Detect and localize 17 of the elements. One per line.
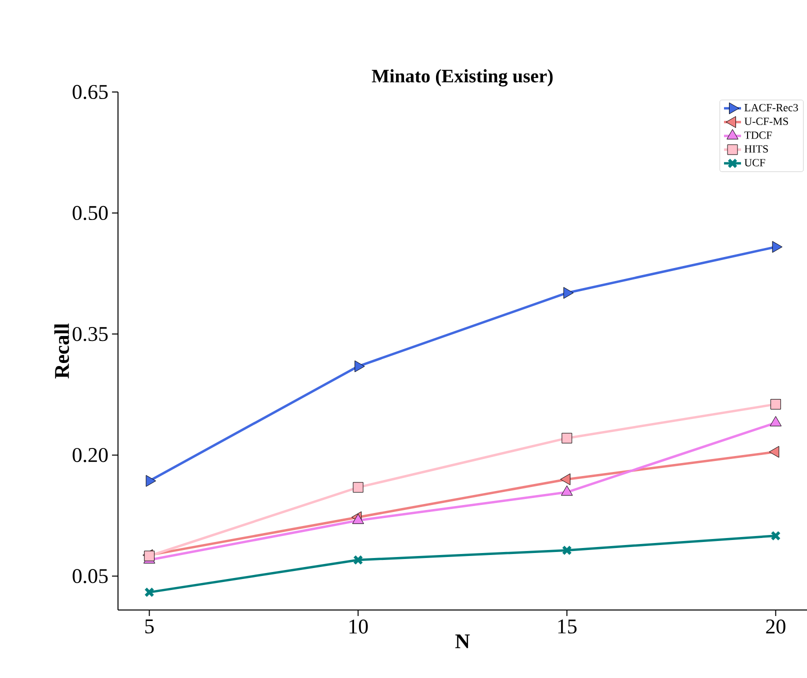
- legend-label: U-CF-MS: [744, 118, 788, 126]
- legend-label: LACF-Rec3: [744, 104, 798, 112]
- chart-title: Minato (Existing user): [372, 69, 553, 86]
- legend-label: UCF: [744, 158, 766, 166]
- x-axis-title: N: [455, 634, 470, 648]
- x-tick-label: 10: [349, 620, 368, 634]
- y-tick-label: 0.20: [72, 448, 108, 462]
- y-tick-label: 0.35: [72, 326, 108, 342]
- x-tick-label: 15: [558, 619, 577, 634]
- x-tick-label: 20: [766, 620, 786, 634]
- y-axis-title: Recall: [54, 323, 70, 379]
- legend-label: TDCF: [744, 132, 772, 139]
- y-tick-label: 0.05: [72, 569, 108, 584]
- y-tick-label: 0.50: [72, 206, 108, 220]
- x-tick-label: 5: [145, 619, 154, 634]
- legend-label: HITS: [744, 145, 768, 153]
- y-tick-label: 0.65: [72, 84, 108, 100]
